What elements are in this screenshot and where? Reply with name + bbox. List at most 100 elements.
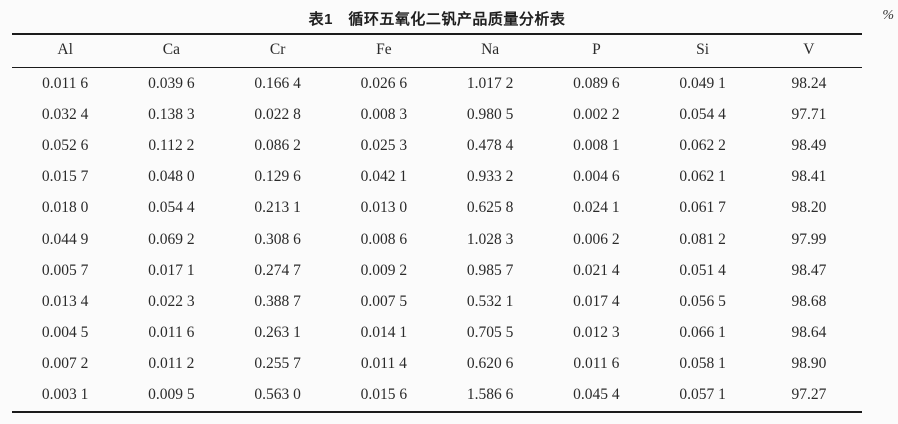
cell-Fe: 0.042 1 [360, 168, 408, 186]
column-header-Cr: Cr [224, 34, 331, 68]
cell-Fe: 0.008 3 [360, 105, 408, 123]
cell-Si: 0.066 1 [679, 324, 726, 342]
cell-Ca: 0.017 1 [148, 261, 195, 279]
cell-Cr: 0.388 7 [254, 292, 301, 310]
cell-V: 98.64 [791, 324, 827, 342]
cell-V: 98.90 [791, 355, 827, 373]
cell-Fe: 0.025 3 [360, 136, 408, 154]
cell-Ca: 0.011 6 [148, 324, 195, 342]
cell-Cr: 0.129 6 [254, 168, 301, 186]
cell-Al: 0.052 6 [41, 136, 89, 154]
cell-Na: 0.985 7 [466, 261, 514, 279]
cell-Si: 0.081 2 [679, 230, 726, 248]
table-row: 0.004 5 0.011 6 0.263 1 0.014 1 0.705 5 0.012… [12, 318, 862, 349]
table-row: 0.013 4 0.022 3 0.388 7 0.007 5 0.532 1 0.017… [12, 286, 862, 317]
table-row: 0.032 4 0.138 3 0.022 8 0.008 3 0.980 5 0.002… [12, 99, 862, 130]
cell-Cr: 0.166 4 [254, 74, 301, 92]
table-row: 0.015 7 0.048 0 0.129 6 0.042 1 0.933 2 0.004… [12, 162, 862, 193]
cell-Cr: 0.274 7 [254, 261, 301, 279]
cell-Ca: 0.138 3 [148, 105, 195, 123]
cell-Al: 0.011 6 [42, 74, 89, 92]
cell-Al: 0.007 2 [41, 355, 89, 373]
cell-Si: 0.062 2 [679, 136, 726, 154]
cell-Cr: 0.213 1 [254, 199, 301, 217]
cell-Na: 0.620 6 [466, 355, 514, 373]
cell-P: 0.011 6 [573, 355, 620, 373]
cell-Al: 0.003 1 [41, 386, 89, 404]
table-row: 0.005 7 0.017 1 0.274 7 0.009 2 0.985 7 0.021… [12, 255, 862, 286]
cell-Al: 0.013 4 [41, 292, 89, 310]
cell-P: 0.017 4 [573, 292, 620, 310]
cell-Si: 0.054 4 [679, 105, 726, 123]
cell-Na: 0.980 5 [466, 105, 514, 123]
cell-P: 0.021 4 [573, 261, 620, 279]
cell-Cr: 0.263 1 [254, 324, 301, 342]
cell-V: 97.71 [791, 105, 827, 123]
cell-Ca: 0.022 3 [148, 292, 195, 310]
cell-Na: 0.705 5 [466, 324, 514, 342]
table-row: 0.018 0 0.054 4 0.213 1 0.013 0 0.625 8 0.024… [12, 193, 862, 224]
cell-Fe: 0.007 5 [360, 292, 408, 310]
cell-P: 0.089 6 [573, 74, 620, 92]
table-row: 0.044 9 0.069 2 0.308 6 0.008 6 1.028 3 0.006… [12, 224, 862, 255]
cell-Ca: 0.112 2 [148, 136, 195, 154]
cell-P: 0.045 4 [573, 386, 620, 404]
cell-V: 98.49 [791, 136, 827, 154]
cell-Fe: 0.009 2 [360, 261, 408, 279]
cell-V: 97.99 [791, 230, 827, 248]
cell-Ca: 0.011 2 [148, 355, 195, 373]
cell-P: 0.004 6 [573, 168, 620, 186]
cell-Fe: 0.008 6 [360, 230, 408, 248]
quality-analysis-table: Al Ca Cr Fe Na P Si V 0.011 6 0.039 6 0.166 4 0.02… [12, 33, 862, 414]
column-header-V: V [755, 34, 862, 68]
table-header: Al Ca Cr Fe Na P Si V [12, 34, 862, 68]
cell-Cr: 0.255 7 [254, 355, 301, 373]
cell-Na: 1.017 2 [466, 74, 514, 92]
cell-Na: 0.532 1 [466, 292, 514, 310]
cell-Cr: 0.563 0 [254, 386, 301, 404]
cell-Ca: 0.048 0 [148, 168, 195, 186]
column-header-Ca: Ca [118, 34, 225, 68]
table-row: 0.003 1 0.009 5 0.563 0 0.015 6 1.586 6 0.045… [12, 380, 862, 412]
cell-Al: 0.018 0 [41, 199, 89, 217]
cell-Fe: 0.015 6 [360, 386, 408, 404]
cell-Si: 0.049 1 [679, 74, 726, 92]
table-row: 0.011 6 0.039 6 0.166 4 0.026 6 1.017 2 0.089… [12, 68, 862, 100]
cell-V: 98.20 [791, 199, 827, 217]
cell-Si: 0.062 1 [679, 168, 726, 186]
cell-Si: 0.051 4 [679, 261, 726, 279]
cell-Cr: 0.022 8 [254, 105, 301, 123]
cell-Cr: 0.086 2 [254, 136, 301, 154]
cell-V: 98.68 [791, 292, 827, 310]
unit-percent-label: % [882, 8, 894, 23]
cell-Na: 1.028 3 [466, 230, 514, 248]
cell-Al: 0.044 9 [41, 230, 89, 248]
cell-Na: 0.933 2 [466, 168, 514, 186]
column-header-P: P [543, 34, 650, 68]
column-header-Fe: Fe [330, 34, 437, 68]
table-row: 0.007 2 0.011 2 0.255 7 0.011 4 0.620 6 0.011… [12, 349, 862, 380]
cell-Cr: 0.308 6 [254, 230, 301, 248]
cell-Ca: 0.069 2 [148, 230, 195, 248]
cell-P: 0.012 3 [573, 324, 620, 342]
cell-Si: 0.057 1 [679, 386, 726, 404]
cell-Fe: 0.011 4 [360, 355, 407, 373]
cell-Al: 0.004 5 [41, 324, 89, 342]
table-row: 0.052 6 0.112 2 0.086 2 0.025 3 0.478 4 0.008… [12, 130, 862, 161]
cell-Al: 0.005 7 [41, 261, 89, 279]
cell-Fe: 0.026 6 [360, 74, 408, 92]
column-header-Na: Na [437, 34, 544, 68]
column-header-Si: Si [649, 34, 756, 68]
cell-P: 0.008 1 [573, 136, 620, 154]
cell-P: 0.002 2 [573, 105, 620, 123]
cell-Fe: 0.013 0 [360, 199, 408, 217]
column-header-Al: Al [12, 34, 119, 68]
cell-Na: 0.478 4 [466, 136, 514, 154]
cell-Ca: 0.009 5 [148, 386, 195, 404]
cell-P: 0.006 2 [573, 230, 620, 248]
table-caption-row: 表1 循环五氧化二钒产品质量分析表 [12, 8, 862, 29]
cell-Al: 0.032 4 [41, 105, 89, 123]
cell-Si: 0.058 1 [679, 355, 726, 373]
cell-V: 98.47 [791, 261, 827, 279]
